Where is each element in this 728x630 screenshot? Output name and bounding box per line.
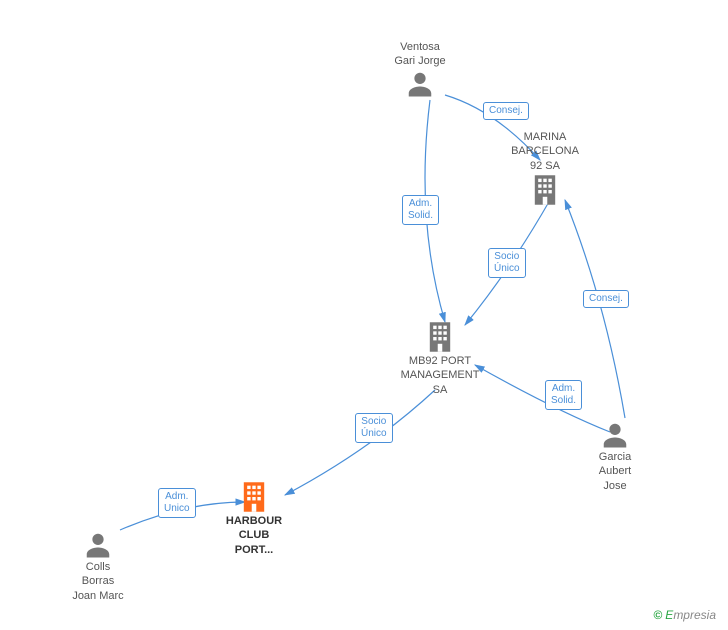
copyright-symbol: © [653, 608, 662, 622]
building-icon [531, 173, 559, 207]
node-label-harbour: HARBOURCLUBPORT... [214, 514, 294, 557]
edge-label-mb92-harbour: SocioÚnico [355, 413, 393, 443]
watermark-text: mpresia [673, 608, 716, 622]
node-label-ventosa: VentosaGari Jorge [380, 40, 460, 69]
person-icon [83, 530, 113, 560]
person-icon [600, 420, 630, 450]
person-icon [405, 69, 435, 99]
node-ventosa[interactable]: VentosaGari Jorge [380, 40, 460, 99]
node-label-marina: MARINABARCELONA92 SA [505, 130, 585, 173]
node-garcia[interactable]: GarciaAubertJose [575, 420, 655, 493]
node-marina[interactable]: MARINABARCELONA92 SA [505, 130, 585, 207]
edge-label-ventosa-marina: Consej. [483, 102, 529, 120]
watermark: ©Empresia [653, 608, 716, 622]
node-label-colls: CollsBorrasJoan Marc [58, 560, 138, 603]
edge-label-garcia-marina: Consej. [583, 290, 629, 308]
node-label-garcia: GarciaAubertJose [575, 450, 655, 493]
node-mb92[interactable]: MB92 PORTMANAGEMENT SA [400, 320, 480, 397]
edge-label-colls-harbour: Adm.Unico [158, 488, 196, 518]
edge-label-marina-mb92: SocioÚnico [488, 248, 526, 278]
building-icon [426, 320, 454, 354]
node-colls[interactable]: CollsBorrasJoan Marc [58, 530, 138, 603]
edge-label-garcia-mb92: Adm.Solid. [545, 380, 582, 410]
building-icon [240, 480, 268, 514]
edge-label-ventosa-mb92: Adm.Solid. [402, 195, 439, 225]
node-harbour[interactable]: HARBOURCLUBPORT... [214, 480, 294, 557]
node-label-mb92: MB92 PORTMANAGEMENT SA [400, 354, 480, 397]
